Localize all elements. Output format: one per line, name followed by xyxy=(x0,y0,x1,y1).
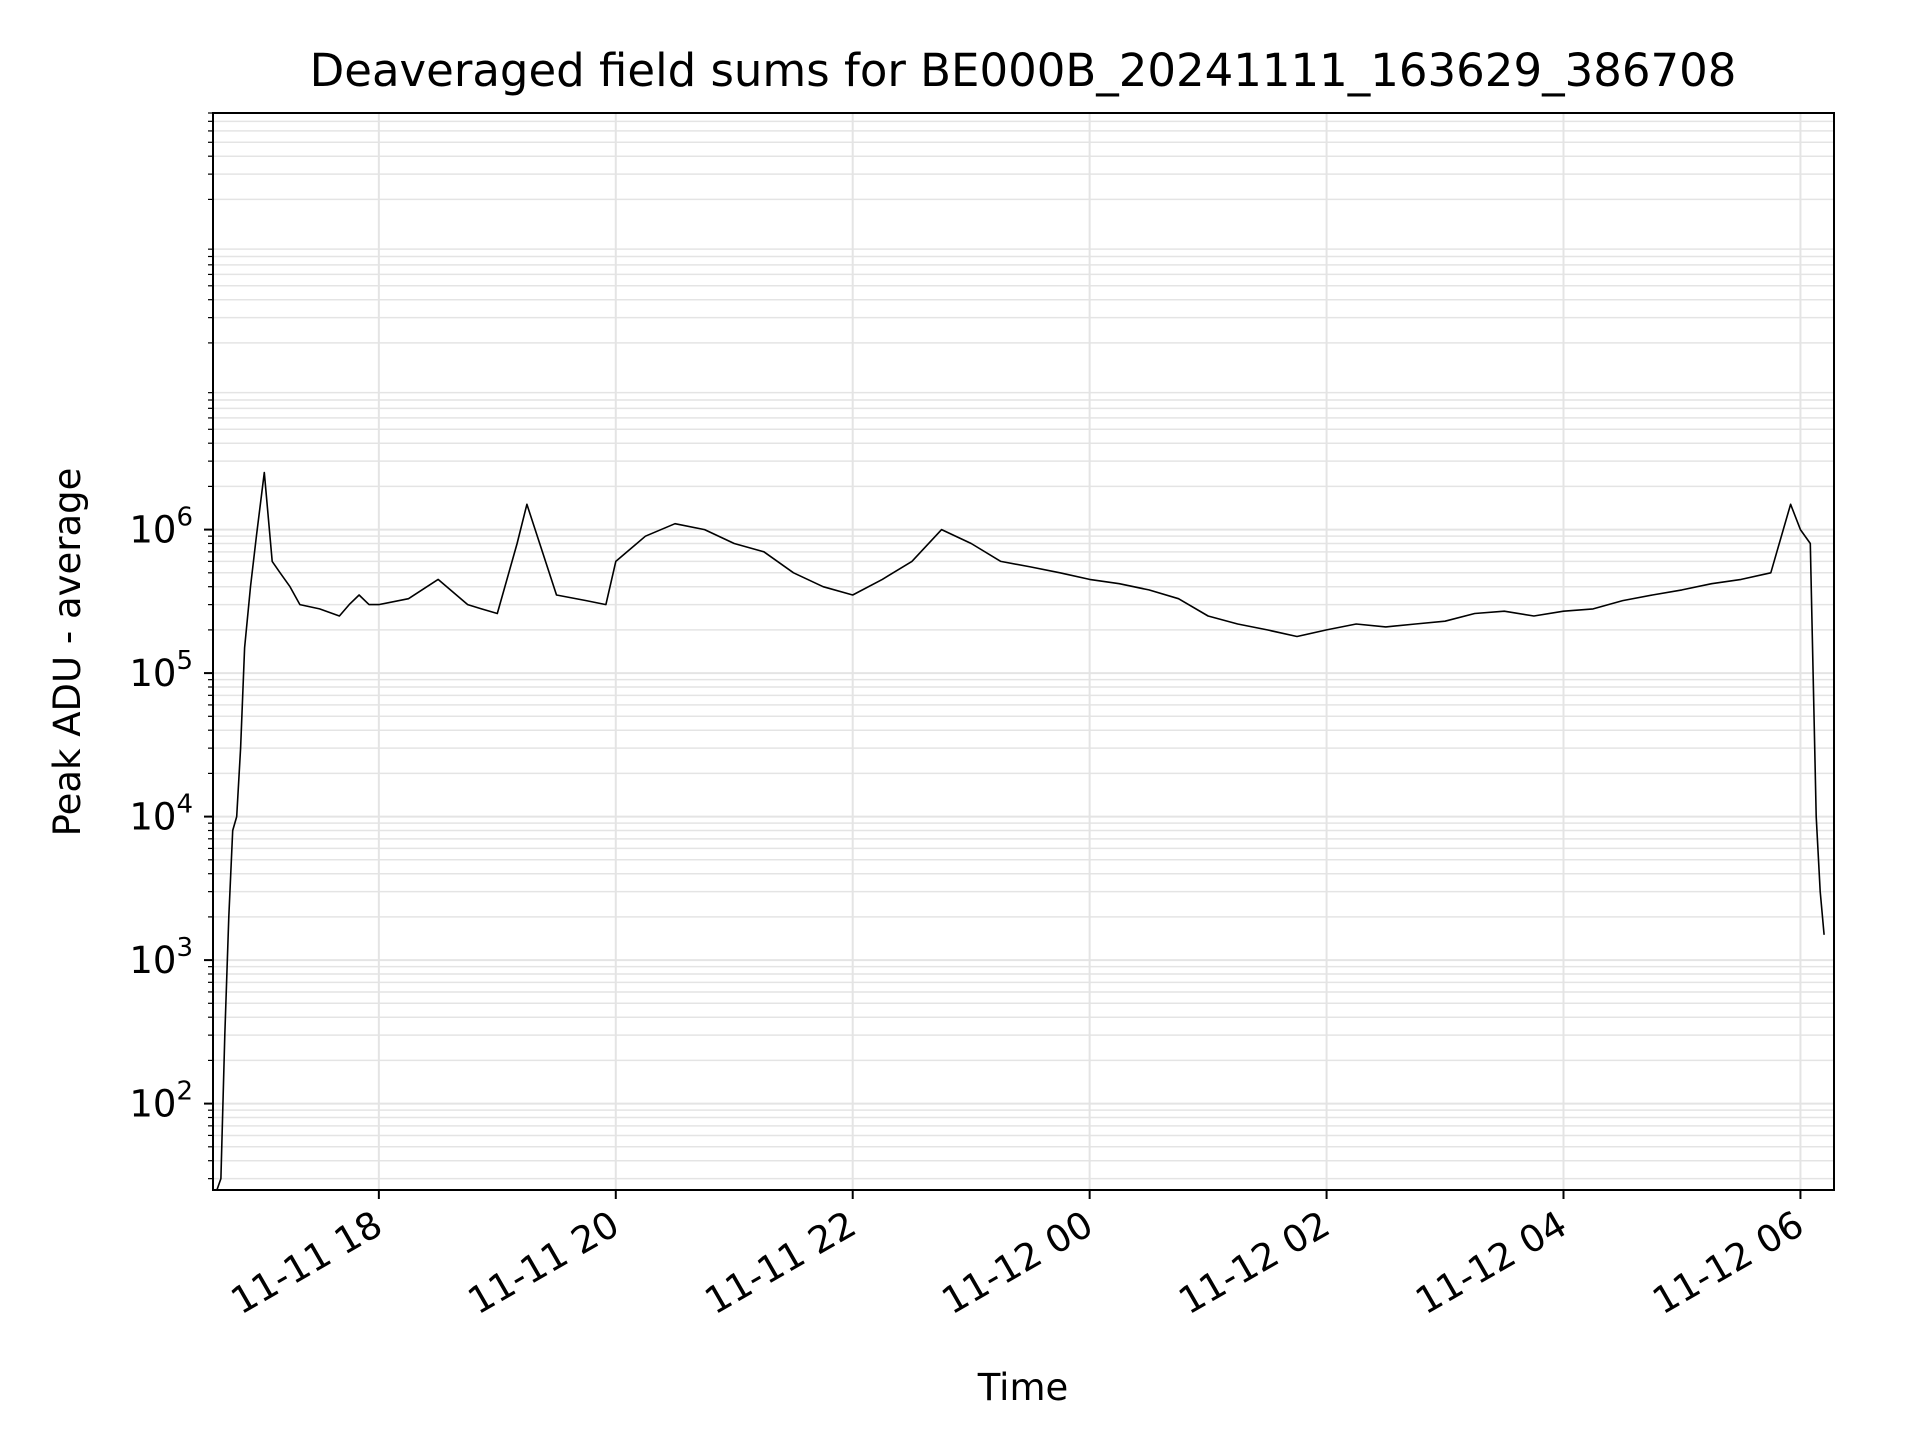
x-axis-label: Time xyxy=(977,1366,1069,1409)
grid xyxy=(213,112,1834,1190)
series-layer xyxy=(216,471,1825,1190)
y-axis-label: Peak ADU - average xyxy=(46,468,89,837)
series-line xyxy=(216,471,1825,1190)
chart-title: Deaveraged field sums for BE000B_2024111… xyxy=(310,44,1737,97)
plot-frame xyxy=(212,112,1835,1191)
